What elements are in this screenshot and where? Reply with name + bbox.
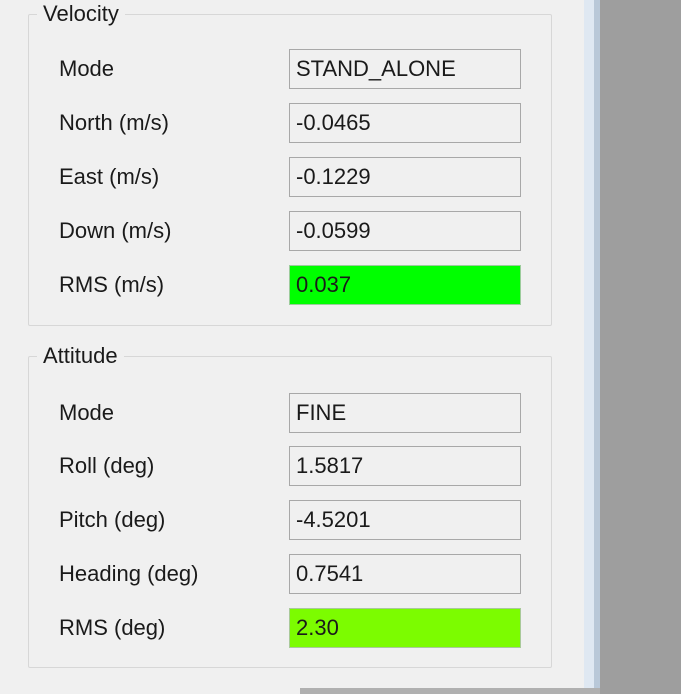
velocity-east-field: -0.1229: [289, 157, 521, 197]
attitude-rms-row: RMS (deg) 2.30: [29, 608, 551, 648]
status-panel: Velocity Mode STAND_ALONE North (m/s) -0…: [0, 0, 584, 694]
attitude-group-title: Attitude: [37, 343, 124, 369]
velocity-down-label: Down (m/s): [59, 218, 172, 243]
attitude-roll-row: Roll (deg) 1.5817: [29, 446, 551, 486]
velocity-east-row: East (m/s) -0.1229: [29, 157, 551, 197]
velocity-down-field: -0.0599: [289, 211, 521, 251]
attitude-mode-label: Mode: [59, 400, 115, 425]
attitude-roll-label: Roll (deg): [59, 453, 155, 478]
window-border: [584, 0, 594, 694]
attitude-pitch-label: Pitch (deg): [59, 507, 166, 532]
velocity-group-title: Velocity: [37, 1, 125, 27]
velocity-mode-field: STAND_ALONE: [289, 49, 521, 89]
bottom-edge: [300, 688, 600, 694]
attitude-mode-field: FINE: [289, 393, 521, 433]
velocity-north-label: North (m/s): [59, 110, 169, 135]
velocity-mode-row: Mode STAND_ALONE: [29, 49, 551, 89]
velocity-mode-label: Mode: [59, 56, 115, 81]
attitude-pitch-row: Pitch (deg) -4.5201: [29, 500, 551, 540]
attitude-pitch-field: -4.5201: [289, 500, 521, 540]
attitude-heading-field: 0.7541: [289, 554, 521, 594]
velocity-north-row: North (m/s) -0.0465: [29, 103, 551, 143]
velocity-group: Velocity Mode STAND_ALONE North (m/s) -0…: [28, 1, 552, 326]
velocity-rms-row: RMS (m/s) 0.037: [29, 265, 551, 305]
velocity-east-label: East (m/s): [59, 164, 160, 189]
attitude-roll-field: 1.5817: [289, 446, 521, 486]
window-border-shadow: [594, 0, 600, 694]
attitude-rms-field: 2.30: [289, 608, 521, 648]
velocity-rms-label: RMS (m/s): [59, 272, 165, 297]
attitude-mode-row: Mode FINE: [29, 393, 551, 433]
velocity-rms-field: 0.037: [289, 265, 521, 305]
attitude-heading-label: Heading (deg): [59, 561, 199, 586]
attitude-group: Attitude Mode FINE Roll (deg) 1.5817 Pit…: [28, 343, 552, 668]
velocity-north-field: -0.0465: [289, 103, 521, 143]
attitude-rms-label: RMS (deg): [59, 615, 166, 640]
attitude-heading-row: Heading (deg) 0.7541: [29, 554, 551, 594]
velocity-down-row: Down (m/s) -0.0599: [29, 211, 551, 251]
